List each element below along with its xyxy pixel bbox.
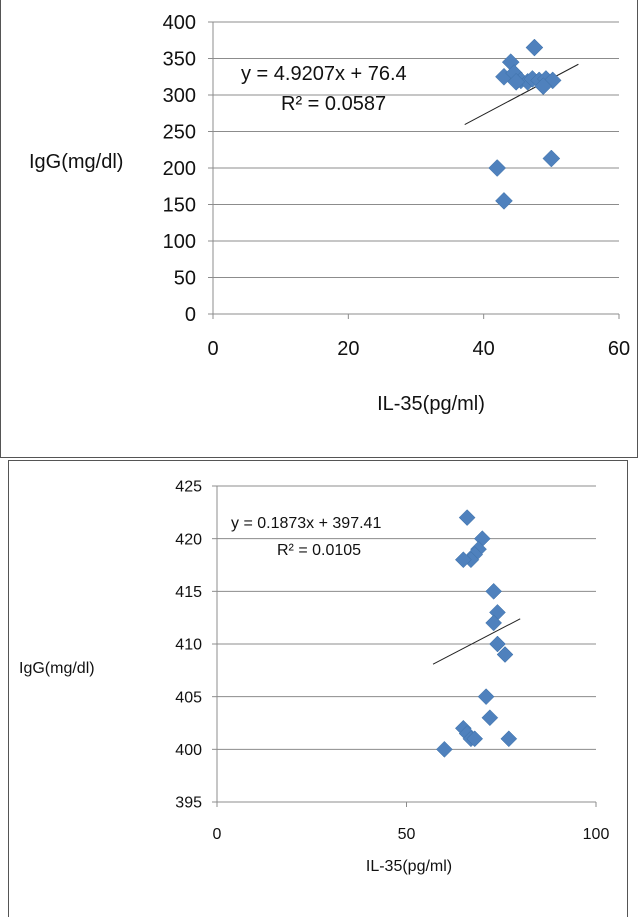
data-point xyxy=(525,38,544,57)
data-point xyxy=(507,73,526,91)
y-tick-label: 0 xyxy=(185,304,196,326)
y-axis-label: IgG(mg/dl) xyxy=(19,660,95,677)
x-axis-label: IL-35(pg/ml) xyxy=(366,858,452,875)
x-tick-label: 60 xyxy=(608,338,630,360)
trendline xyxy=(464,63,579,126)
data-point xyxy=(454,551,472,569)
data-point xyxy=(477,688,495,706)
x-tick-label: 0 xyxy=(207,338,218,360)
y-tick-label: 200 xyxy=(163,158,196,180)
x-axis-label: IL-35(pg/ml) xyxy=(377,393,485,415)
data-point xyxy=(458,509,476,526)
data-point xyxy=(495,191,513,210)
data-point xyxy=(489,635,506,653)
y-tick-label: 400 xyxy=(175,742,202,759)
data-point xyxy=(485,614,503,632)
y-tick-label: 415 xyxy=(175,584,202,601)
y-tick-label: 425 xyxy=(175,479,202,496)
y-tick-label: 150 xyxy=(163,195,196,217)
x-tick-label: 20 xyxy=(337,338,359,360)
y-tick-label: 395 xyxy=(175,795,202,812)
y-tick-label: 420 xyxy=(175,531,202,548)
x-tick-label: 40 xyxy=(473,338,495,360)
data-point xyxy=(485,582,503,600)
y-tick-label: 50 xyxy=(174,268,196,290)
scatter-chart-bottom: 395 400 405 410 415 420 425 0 50 100 IgG(mg/dl) IL-… xyxy=(19,479,610,875)
y-tick-label: 300 xyxy=(163,85,196,107)
trendline-equation: y = 4.9207x + 76.4 xyxy=(241,63,407,85)
data-point xyxy=(481,709,499,727)
data-point xyxy=(542,149,561,168)
x-tick-label: 50 xyxy=(398,826,416,843)
y-tick-label: 100 xyxy=(163,231,196,253)
y-tick-label: 410 xyxy=(175,637,202,654)
y-axis-label: IgG(mg/dl) xyxy=(29,151,123,173)
chart-panel-bottom: 395 400 405 410 415 420 425 0 50 100 IgG(mg/dl) IL-… xyxy=(8,460,628,917)
y-tick-label: 405 xyxy=(175,689,202,706)
data-point xyxy=(534,77,553,96)
scatter-chart-top: 0 50 100 150 200 250 300 350 400 0 20 40 60 IgG(mg/dl… xyxy=(29,12,630,415)
data-point xyxy=(500,730,518,748)
y-tick-label: 250 xyxy=(163,122,196,144)
data-point xyxy=(466,730,484,748)
r-squared-label: R² = 0.0105 xyxy=(277,542,361,559)
x-tick-label: 0 xyxy=(213,826,222,843)
y-tick-label: 400 xyxy=(163,12,196,34)
y-tick-label: 350 xyxy=(163,49,196,71)
chart-panel-top: 0 50 100 150 200 250 300 350 400 0 20 40 60 IgG(mg/dl… xyxy=(0,0,638,458)
x-tick-label: 100 xyxy=(583,826,610,843)
trendline xyxy=(432,618,521,665)
data-point xyxy=(488,159,507,177)
r-squared-label: R² = 0.0587 xyxy=(281,93,386,115)
trendline-equation: y = 0.1873x + 397.41 xyxy=(231,515,381,532)
data-point xyxy=(496,646,514,663)
data-point xyxy=(436,740,453,758)
